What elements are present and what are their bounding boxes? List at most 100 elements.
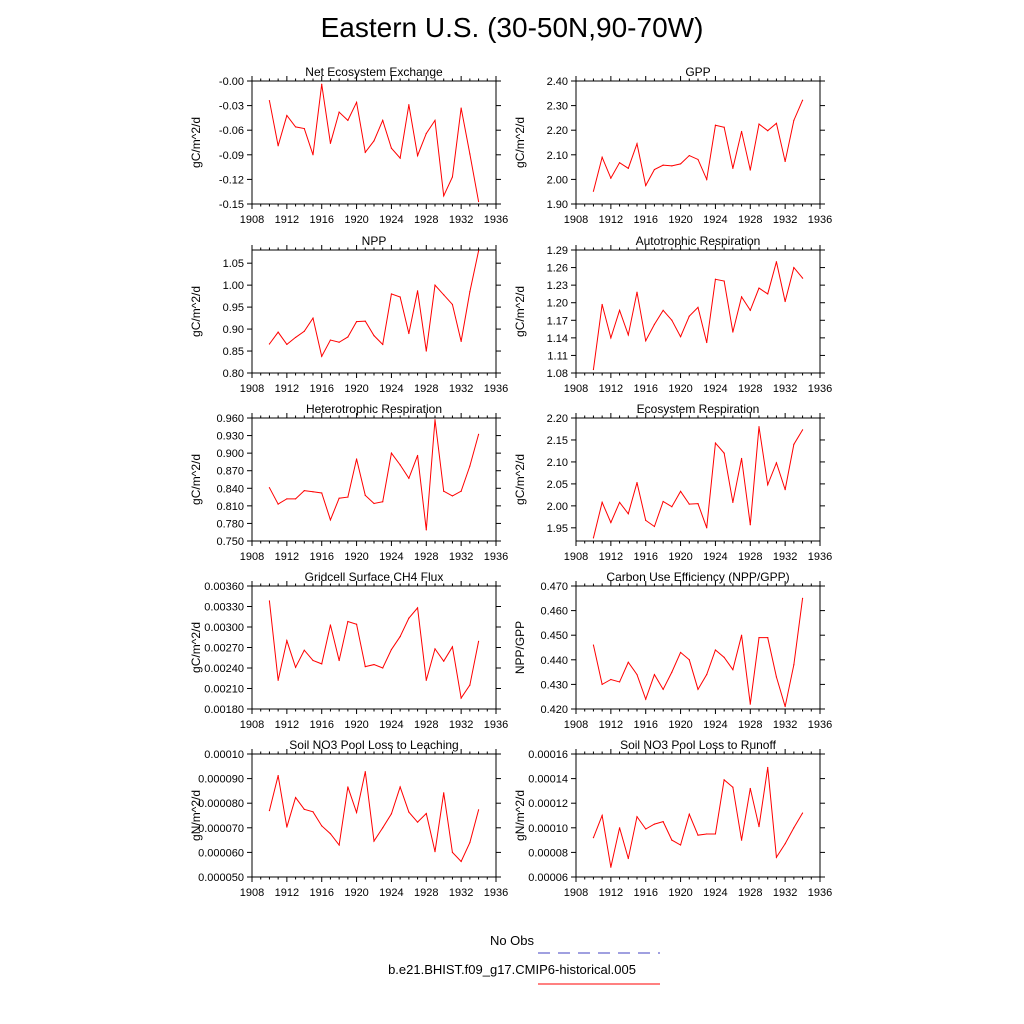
x-tick-label: 1924	[379, 719, 403, 731]
data-point	[610, 177, 612, 179]
data-point	[592, 368, 595, 371]
data-point	[460, 860, 462, 863]
data-point	[425, 812, 427, 815]
data-point	[714, 649, 717, 651]
panel-title: GPP	[685, 65, 710, 79]
data-point	[286, 343, 288, 346]
panel-gridcell-surface-ch4-flux: Gridcell Surface CH4 Flux gC/m^2/d 1908 191…	[189, 570, 508, 731]
data-point	[732, 501, 734, 503]
data-point	[268, 809, 271, 812]
data-point	[355, 101, 358, 103]
y-axis-label: NPP/GPP	[513, 621, 527, 674]
data-point	[653, 168, 656, 171]
x-tick-label: 1908	[240, 214, 264, 226]
data-point	[784, 300, 786, 303]
data-point	[408, 332, 410, 335]
data-point	[662, 821, 664, 823]
data-point	[801, 99, 804, 101]
x-tick-label: 1924	[703, 887, 727, 899]
x-tick-label: 1936	[808, 887, 832, 899]
panel-title: Soil NO3 Pool Loss to Leaching	[289, 738, 458, 752]
series-line	[592, 598, 804, 707]
data-point	[784, 489, 786, 491]
data-point	[303, 808, 305, 810]
data-point	[618, 827, 621, 829]
x-tick-label: 1928	[414, 887, 438, 899]
y-tick-label: 0.960	[216, 413, 244, 425]
x-tick-label: 1908	[564, 383, 588, 395]
y-tick-label: 1.11	[547, 350, 568, 362]
x-tick-label: 1908	[564, 719, 588, 731]
data-point	[312, 659, 314, 662]
data-point	[793, 119, 795, 121]
x-tick-label: 1924	[379, 214, 403, 226]
y-tick-label: 1.26	[547, 263, 568, 275]
data-point	[706, 527, 708, 529]
data-point	[671, 165, 673, 167]
y-tick-label: 0.90	[223, 324, 244, 336]
series-line	[268, 771, 480, 863]
y-tick-label: 0.00270	[204, 643, 244, 655]
data-point	[364, 771, 366, 773]
y-axis-label: gC/m^2/d	[189, 622, 203, 673]
data-point	[645, 698, 647, 700]
x-tick-label: 1932	[773, 887, 797, 899]
x-tick-label: 1912	[275, 719, 299, 731]
data-point	[767, 484, 769, 486]
plot-frame	[575, 249, 821, 374]
y-tick-label: 0.00016	[528, 749, 568, 761]
data-point	[434, 284, 436, 286]
x-tick-label: 1924	[703, 383, 727, 395]
data-point	[662, 164, 664, 166]
data-point	[443, 294, 445, 296]
y-tick-label: 0.930	[216, 431, 244, 443]
data-point	[653, 673, 656, 676]
legend-obs-line	[538, 952, 660, 954]
panel-title: Soil NO3 Pool Loss to Runoff	[620, 738, 777, 752]
data-point	[801, 597, 804, 599]
x-tick-label: 1920	[668, 719, 692, 731]
data-point	[477, 200, 480, 203]
x-tick-label: 1920	[344, 383, 368, 395]
y-tick-label: 1.29	[547, 245, 568, 257]
x-tick-label: 1916	[633, 383, 657, 395]
x-tick-label: 1908	[240, 383, 264, 395]
data-point	[671, 506, 673, 508]
y-tick-label: 0.000050	[198, 872, 244, 884]
data-point	[347, 119, 349, 121]
y-tick-label: 0.95	[223, 302, 244, 314]
data-point	[382, 667, 384, 669]
data-point	[329, 339, 332, 341]
data-point	[793, 664, 795, 666]
data-point	[688, 315, 690, 317]
data-point	[801, 277, 804, 279]
data-point	[706, 673, 708, 676]
x-tick-label: 1908	[240, 551, 264, 563]
data-point	[416, 607, 419, 609]
y-tick-label: 0.840	[216, 483, 244, 495]
y-tick-label: 1.14	[547, 333, 568, 345]
data-point	[749, 787, 751, 790]
data-point	[277, 775, 279, 777]
legend-model-label: b.e21.BHIST.f09_g17.CMIP6-historical.005	[388, 962, 636, 977]
data-point	[767, 130, 769, 132]
data-point	[740, 457, 743, 460]
data-point	[408, 477, 410, 479]
x-tick-label: 1924	[703, 214, 727, 226]
x-tick-label: 1912	[599, 719, 623, 731]
x-tick-label: 1916	[633, 214, 657, 226]
data-point	[697, 306, 699, 308]
data-point	[758, 426, 760, 428]
data-point	[477, 433, 480, 435]
data-point	[784, 843, 786, 845]
data-point	[390, 813, 393, 815]
data-point	[303, 649, 305, 651]
x-tick-label: 1928	[738, 551, 762, 563]
data-point	[408, 617, 410, 619]
data-point	[653, 323, 656, 325]
data-point	[636, 143, 638, 145]
data-point	[329, 142, 332, 144]
data-point	[347, 336, 349, 338]
y-tick-label: 2.30	[547, 101, 568, 113]
